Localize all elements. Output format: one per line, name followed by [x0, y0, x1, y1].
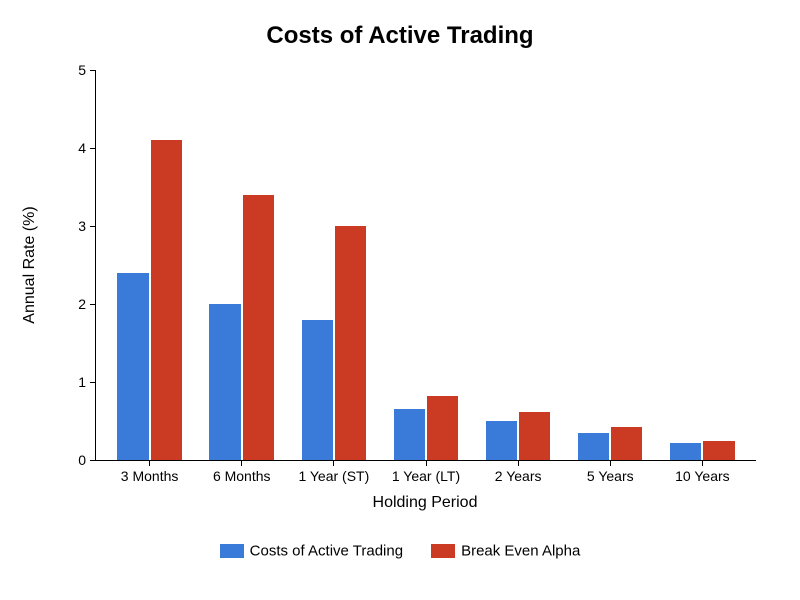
- plot-area: 0123453 Months6 Months1 Year (ST)1 Year …: [95, 70, 756, 461]
- legend-item: Costs of Active Trading: [220, 542, 403, 560]
- y-tick-label: 0: [78, 452, 96, 468]
- bar: [519, 412, 550, 460]
- bar: [486, 421, 517, 460]
- bar: [243, 195, 274, 460]
- y-tick-label: 4: [78, 140, 96, 156]
- y-tick-label: 3: [78, 218, 96, 234]
- bar: [335, 226, 366, 460]
- bar: [302, 320, 333, 460]
- bar: [117, 273, 148, 460]
- bar: [611, 427, 642, 460]
- x-tick-label: 6 Months: [213, 460, 271, 484]
- bar: [394, 409, 425, 460]
- legend-label: Costs of Active Trading: [250, 543, 403, 560]
- bar: [427, 396, 458, 460]
- x-tick-label: 10 Years: [675, 460, 730, 484]
- legend-item: Break Even Alpha: [431, 542, 580, 560]
- x-tick-label: 5 Years: [587, 460, 634, 484]
- y-tick-label: 5: [78, 62, 96, 78]
- y-axis-label: Annual Rate (%): [21, 206, 39, 323]
- x-tick-label: 1 Year (ST): [298, 460, 369, 484]
- chart-title: Costs of Active Trading: [0, 22, 800, 50]
- x-tick-label: 3 Months: [121, 460, 179, 484]
- bar: [703, 441, 734, 461]
- y-tick-label: 2: [78, 296, 96, 312]
- legend: Costs of Active Trading Break Even Alpha: [0, 542, 800, 560]
- bar: [670, 443, 701, 460]
- bar: [209, 304, 240, 460]
- bar: [578, 433, 609, 460]
- x-tick-label: 2 Years: [495, 460, 542, 484]
- chart-container: Costs of Active Trading 0123453 Months6 …: [0, 0, 800, 600]
- x-axis-label: Holding Period: [95, 494, 755, 512]
- x-tick-label: 1 Year (LT): [392, 460, 460, 484]
- legend-label: Break Even Alpha: [461, 543, 580, 560]
- legend-swatch: [431, 544, 455, 558]
- bar: [151, 140, 182, 460]
- y-tick-label: 1: [78, 374, 96, 390]
- legend-swatch: [220, 544, 244, 558]
